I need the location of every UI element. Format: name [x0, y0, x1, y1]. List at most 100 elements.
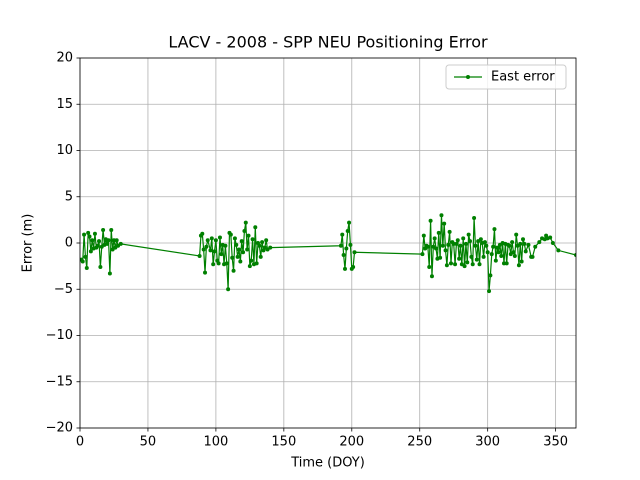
- marker: [97, 239, 102, 244]
- marker: [246, 233, 251, 238]
- marker: [348, 242, 353, 247]
- marker: [447, 229, 452, 234]
- marker: [485, 250, 490, 255]
- marker: [550, 241, 555, 245]
- line: [80, 215, 576, 292]
- marker: [455, 238, 460, 243]
- marker: [516, 263, 521, 268]
- marker: [470, 262, 475, 267]
- marker: [556, 248, 561, 253]
- marker: [491, 244, 496, 249]
- marker: [230, 255, 235, 260]
- marker: [253, 225, 258, 230]
- y-tick-label: 15: [56, 97, 73, 112]
- marker: [231, 268, 236, 273]
- marker: [268, 245, 273, 250]
- marker: [90, 238, 95, 243]
- marker: [465, 260, 470, 265]
- marker: [530, 254, 535, 259]
- marker: [454, 241, 459, 246]
- marker: [88, 249, 93, 254]
- marker: [241, 250, 246, 255]
- marker: [228, 232, 233, 237]
- y-tick-label: 5: [65, 189, 73, 204]
- marker: [83, 254, 88, 259]
- marker: [345, 228, 350, 233]
- marker: [86, 230, 91, 235]
- y-tick-label: −5: [54, 282, 73, 297]
- marker: [478, 237, 483, 242]
- marker: [204, 244, 209, 249]
- marker: [247, 264, 252, 269]
- marker: [496, 250, 501, 255]
- marker: [533, 244, 538, 249]
- marker: [487, 289, 492, 294]
- marker: [436, 230, 441, 235]
- y-tick-label: 20: [56, 51, 73, 66]
- marker: [205, 238, 210, 243]
- marker: [472, 216, 477, 221]
- marker: [245, 247, 250, 252]
- marker: [428, 218, 433, 223]
- legend-marker: [466, 75, 470, 79]
- y-tick-label: −10: [46, 328, 73, 343]
- marker: [462, 264, 467, 269]
- marker: [105, 241, 110, 246]
- marker: [258, 254, 263, 259]
- marker: [425, 244, 430, 249]
- marker: [114, 238, 119, 243]
- marker: [254, 261, 259, 266]
- marker: [474, 257, 479, 262]
- plot-frame: [79, 57, 577, 429]
- marker: [242, 228, 247, 233]
- marker: [463, 241, 468, 246]
- marker: [106, 238, 111, 243]
- marker: [444, 263, 449, 268]
- marker: [351, 265, 356, 270]
- marker: [537, 240, 542, 245]
- marker: [495, 245, 500, 250]
- marker: [208, 248, 213, 253]
- marker: [211, 262, 216, 267]
- marker: [511, 250, 516, 255]
- marker: [526, 242, 531, 247]
- marker: [216, 261, 221, 266]
- marker: [453, 262, 458, 267]
- marker: [484, 243, 489, 248]
- marker: [200, 231, 205, 236]
- marker: [101, 228, 106, 233]
- marker: [197, 253, 202, 258]
- marker: [518, 241, 523, 246]
- marker: [477, 262, 482, 267]
- marker: [429, 274, 434, 279]
- marker: [493, 258, 498, 263]
- y-tick-label: 10: [56, 143, 73, 158]
- marker: [434, 246, 439, 251]
- marker: [440, 243, 445, 248]
- marker: [439, 213, 444, 218]
- marker: [249, 258, 254, 263]
- marker: [219, 252, 224, 257]
- marker: [92, 231, 97, 236]
- marker: [212, 249, 217, 254]
- marker: [514, 232, 519, 237]
- x-tick-label: 300: [475, 435, 500, 450]
- marker: [344, 246, 349, 251]
- marker: [482, 240, 487, 245]
- marker: [466, 232, 471, 237]
- marker: [235, 254, 240, 259]
- marker: [226, 287, 231, 292]
- marker: [223, 243, 228, 248]
- marker: [107, 271, 112, 276]
- marker: [95, 243, 100, 248]
- marker: [421, 233, 426, 238]
- marker: [438, 255, 443, 260]
- marker: [468, 239, 473, 244]
- marker: [510, 240, 515, 245]
- marker: [458, 243, 463, 248]
- x-tick-label: 200: [339, 435, 364, 450]
- y-tick-label: −20: [46, 421, 73, 436]
- marker: [338, 243, 343, 248]
- chart-title: LACV - 2008 - SPP NEU Positioning Error: [168, 33, 488, 52]
